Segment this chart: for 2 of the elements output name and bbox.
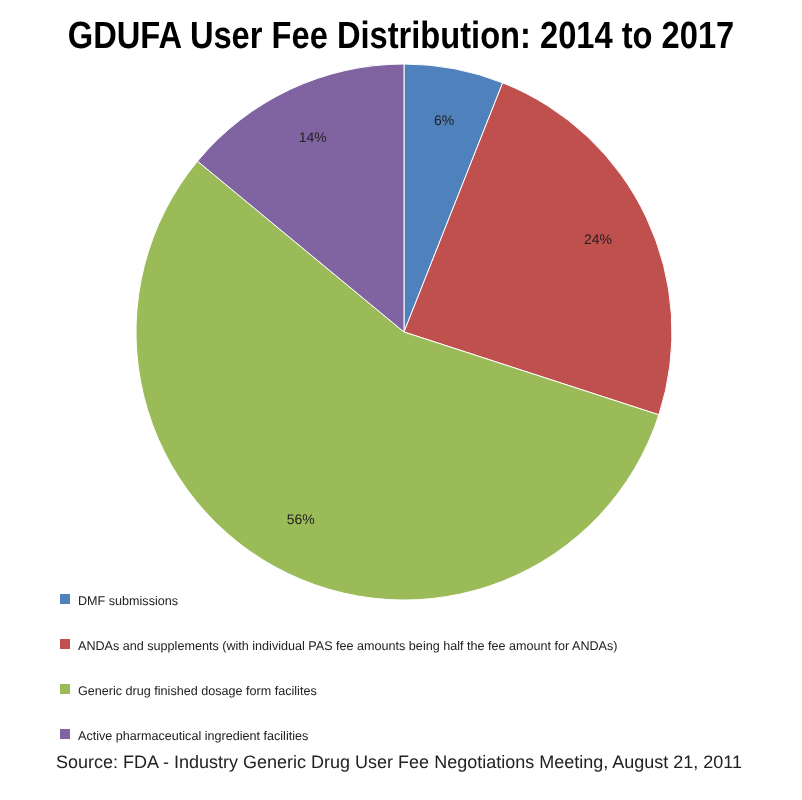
chart-title: GDUFA User Fee Distribution: 2014 to 2017 — [67, 13, 735, 57]
source-note: Source: FDA - Industry Generic Drug User Fee Negotiations Meeting, August 21, 2011 — [56, 752, 743, 772]
